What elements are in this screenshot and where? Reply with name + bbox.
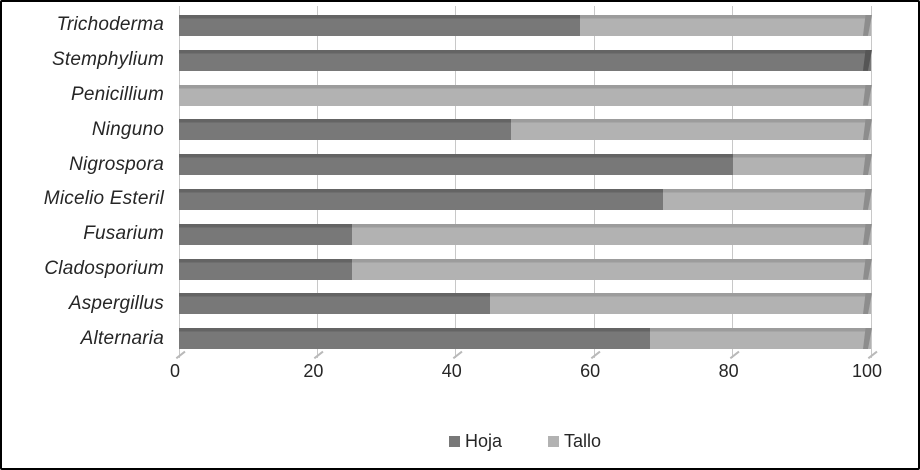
bar-segment-hoja-aspergillus: [179, 293, 491, 315]
bar-end-bevel: [863, 258, 872, 280]
bar-segment-hoja-ninguno: [179, 119, 512, 141]
gridline-60: [593, 6, 595, 358]
category-label-ninguno: Ninguno: [91, 118, 164, 140]
gridline-80: [732, 6, 734, 358]
bar-row-cladosporium: [179, 258, 872, 280]
bar-segment-tallo-cladosporium: [352, 258, 871, 280]
bar-end-bevel: [863, 223, 872, 245]
bar-segment-hoja-stemphylium: [179, 49, 871, 71]
bar-segment-tallo-penicillium: [179, 84, 871, 106]
bar-row-nigrospora: [179, 154, 872, 176]
bar-segment-hoja-cladosporium: [179, 258, 352, 280]
legend-marker-tallo: [548, 436, 559, 447]
bar-row-ninguno: [179, 119, 872, 141]
bar-row-fusarium: [179, 223, 872, 245]
category-label-penicillium: Penicillium: [70, 84, 164, 105]
bar-end-bevel: [863, 293, 872, 315]
gridline-0: [178, 6, 180, 358]
gridline-40: [455, 6, 457, 358]
bar-end-bevel: [863, 188, 872, 210]
bar-end-bevel: [863, 328, 872, 350]
category-label-aspergillus: Aspergillus: [68, 292, 164, 314]
category-label-trichoderma: Trichoderma: [56, 14, 164, 36]
x-axis-label-20: 20: [303, 361, 324, 381]
category-label-alternaria: Alternaria: [80, 327, 164, 349]
bar-segment-hoja-micelio-esteril: [179, 188, 664, 210]
gridline-100: [870, 6, 872, 358]
bar-segment-hoja-fusarium: [179, 223, 352, 245]
x-axis-label-40: 40: [441, 361, 462, 381]
bar-row-micelio-esteril: [179, 188, 872, 210]
bar-segment-hoja-nigrospora: [179, 154, 733, 176]
category-label-stemphylium: Stemphylium: [51, 49, 164, 71]
x-axis-label-100: 100: [851, 361, 883, 381]
legend-item-hoja: Hoja: [448, 431, 502, 452]
bar-segment-tallo-alternaria: [649, 328, 871, 350]
bar-segment-tallo-fusarium: [352, 223, 871, 245]
category-label-cladosporium: Cladosporium: [44, 258, 164, 279]
bar-segment-tallo-nigrospora: [732, 154, 871, 176]
x-axis-label-60: 60: [580, 361, 601, 381]
bar-row-aspergillus: [179, 293, 872, 315]
bar-end-bevel: [863, 119, 872, 141]
category-label-fusarium: Fusarium: [83, 223, 164, 245]
bar-row-alternaria: [179, 328, 872, 350]
bar-row-penicillium: [179, 84, 872, 106]
bar-end-bevel: [863, 49, 872, 71]
bar-segment-hoja-trichoderma: [179, 14, 581, 36]
bar-end-bevel: [863, 14, 872, 36]
bar-row-trichoderma: [179, 14, 872, 36]
legend-label-hoja: Hoja: [464, 431, 502, 451]
bar-segment-hoja-alternaria: [179, 328, 650, 350]
category-label-nigrospora: Nigrospora: [69, 153, 164, 175]
legend-item-tallo: Tallo: [548, 431, 601, 452]
bar-end-bevel: [863, 154, 872, 176]
gridline-20: [316, 6, 318, 358]
bar-segment-tallo-trichoderma: [580, 14, 871, 36]
legend-marker-hoja: [448, 436, 460, 447]
plot-area: [178, 6, 872, 358]
bar-segment-tallo-ninguno: [511, 119, 871, 141]
legend: Hoja Tallo: [179, 431, 871, 452]
x-axis-label-80: 80: [718, 361, 739, 381]
legend-label-tallo: Tallo: [564, 431, 602, 451]
bar-segment-tallo-micelio-esteril: [663, 188, 871, 210]
x-axis-label-0: 0: [169, 361, 181, 381]
category-label-micelio-esteril: Micelio Esteril: [43, 188, 164, 210]
bar-end-bevel: [863, 84, 872, 106]
y-axis-category-labels: Trichoderma Stemphylium Penicillium Ninguno…: [2, 8, 164, 356]
bar-segment-tallo-aspergillus: [490, 293, 871, 315]
bar-row-stemphylium: [179, 49, 872, 71]
